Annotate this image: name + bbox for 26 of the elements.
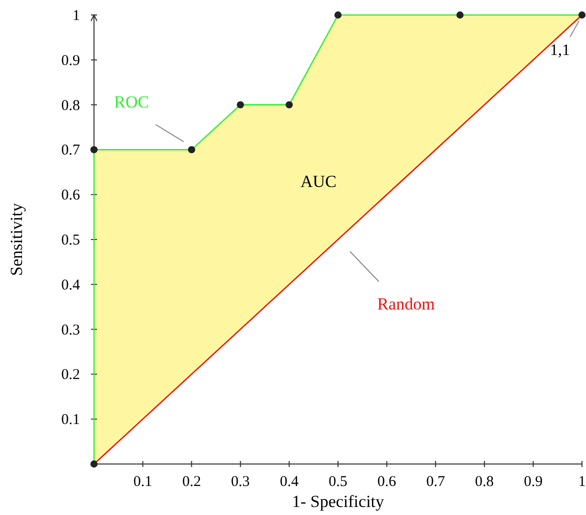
y-tick-label: 0.4 bbox=[61, 277, 80, 294]
y-tick-label: 0.5 bbox=[61, 232, 80, 248]
y-tick-label: 0.7 bbox=[61, 142, 80, 159]
y-tick-label: 0.8 bbox=[61, 98, 80, 114]
x-tick-label: 0.7 bbox=[426, 474, 446, 490]
x-tick-label: 0.6 bbox=[377, 474, 397, 490]
annotation: 1,1 bbox=[550, 42, 570, 59]
text: Random bbox=[377, 294, 435, 314]
annotation: AUC bbox=[300, 172, 336, 192]
x-tick-label: 0.2 bbox=[182, 474, 201, 490]
x-tick-label: 0.3 bbox=[231, 474, 250, 490]
y-axis-title: Sensitivity bbox=[7, 202, 26, 276]
x-tick-label: 1 bbox=[578, 474, 586, 490]
x-tick-label: 0.8 bbox=[475, 474, 494, 490]
y-tick-label: 0.9 bbox=[61, 52, 80, 69]
x-tick-label: 0.1 bbox=[133, 474, 152, 490]
x-tick-label: 0.5 bbox=[328, 474, 348, 490]
x-tick-label: 0.9 bbox=[524, 474, 543, 490]
x-axis-title: 1- Specificity bbox=[292, 492, 385, 511]
y-tick-label: 1 bbox=[72, 8, 80, 24]
y-tick-label: 0.3 bbox=[61, 322, 80, 338]
text: ROC bbox=[114, 92, 150, 112]
x-tick-label: 0.4 bbox=[280, 474, 300, 490]
y-tick-label: 0.6 bbox=[61, 188, 80, 204]
y-tick-label: 0.1 bbox=[61, 412, 80, 428]
y-tick-label: 0.2 bbox=[61, 367, 80, 384]
